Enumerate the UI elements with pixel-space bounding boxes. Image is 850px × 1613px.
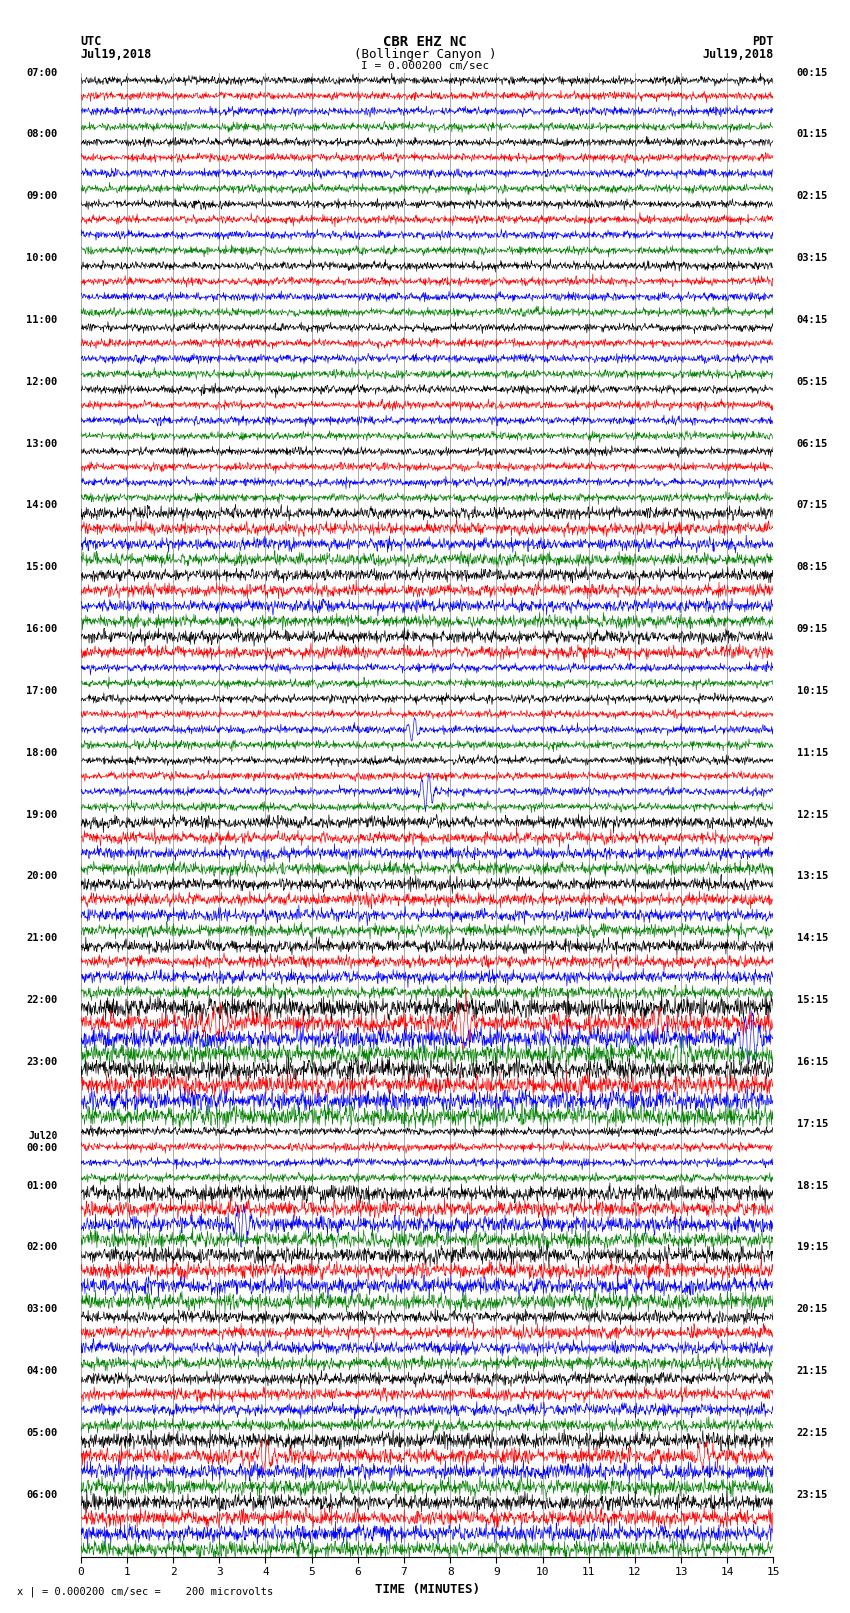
Text: x | = 0.000200 cm/sec =    200 microvolts: x | = 0.000200 cm/sec = 200 microvolts bbox=[17, 1586, 273, 1597]
Text: 07:00: 07:00 bbox=[26, 68, 58, 77]
Text: 14:00: 14:00 bbox=[26, 500, 58, 510]
Text: 05:00: 05:00 bbox=[26, 1428, 58, 1437]
Text: 22:00: 22:00 bbox=[26, 995, 58, 1005]
Text: 12:00: 12:00 bbox=[26, 377, 58, 387]
Text: Jul19,2018: Jul19,2018 bbox=[702, 48, 774, 61]
Text: 20:15: 20:15 bbox=[796, 1305, 828, 1315]
Text: CBR EHZ NC: CBR EHZ NC bbox=[383, 35, 467, 50]
Text: 05:15: 05:15 bbox=[796, 377, 828, 387]
Text: 16:15: 16:15 bbox=[796, 1057, 828, 1066]
Text: 03:00: 03:00 bbox=[26, 1305, 58, 1315]
Text: 12:15: 12:15 bbox=[796, 810, 828, 819]
Text: 19:00: 19:00 bbox=[26, 810, 58, 819]
Text: 22:15: 22:15 bbox=[796, 1428, 828, 1437]
Text: UTC: UTC bbox=[81, 35, 102, 48]
Text: 10:00: 10:00 bbox=[26, 253, 58, 263]
Text: 04:00: 04:00 bbox=[26, 1366, 58, 1376]
Text: 13:00: 13:00 bbox=[26, 439, 58, 448]
Text: 13:15: 13:15 bbox=[796, 871, 828, 881]
Text: 17:00: 17:00 bbox=[26, 686, 58, 695]
Text: 11:00: 11:00 bbox=[26, 315, 58, 324]
Text: 11:15: 11:15 bbox=[796, 748, 828, 758]
Text: 15:00: 15:00 bbox=[26, 563, 58, 573]
Text: 06:15: 06:15 bbox=[796, 439, 828, 448]
Text: 23:00: 23:00 bbox=[26, 1057, 58, 1066]
Text: 00:15: 00:15 bbox=[796, 68, 828, 77]
Text: PDT: PDT bbox=[752, 35, 774, 48]
Text: 21:15: 21:15 bbox=[796, 1366, 828, 1376]
Text: 18:15: 18:15 bbox=[796, 1181, 828, 1190]
Text: 01:15: 01:15 bbox=[796, 129, 828, 139]
Text: 07:15: 07:15 bbox=[796, 500, 828, 510]
Text: Jul19,2018: Jul19,2018 bbox=[81, 48, 152, 61]
Text: 18:00: 18:00 bbox=[26, 748, 58, 758]
Text: 04:15: 04:15 bbox=[796, 315, 828, 324]
Text: 14:15: 14:15 bbox=[796, 934, 828, 944]
Text: 23:15: 23:15 bbox=[796, 1490, 828, 1500]
Text: I = 0.000200 cm/sec: I = 0.000200 cm/sec bbox=[361, 61, 489, 71]
Text: 08:15: 08:15 bbox=[796, 563, 828, 573]
Text: 00:00: 00:00 bbox=[26, 1131, 58, 1153]
Text: 02:15: 02:15 bbox=[796, 192, 828, 202]
Text: (Bollinger Canyon ): (Bollinger Canyon ) bbox=[354, 48, 496, 61]
Text: 08:00: 08:00 bbox=[26, 129, 58, 139]
Text: 15:15: 15:15 bbox=[796, 995, 828, 1005]
Text: 10:15: 10:15 bbox=[796, 686, 828, 695]
Text: 06:00: 06:00 bbox=[26, 1490, 58, 1500]
Text: 01:00: 01:00 bbox=[26, 1181, 58, 1190]
Text: 16:00: 16:00 bbox=[26, 624, 58, 634]
Text: Jul20: Jul20 bbox=[28, 1131, 58, 1142]
Text: 09:15: 09:15 bbox=[796, 624, 828, 634]
Text: 09:00: 09:00 bbox=[26, 192, 58, 202]
Text: 20:00: 20:00 bbox=[26, 871, 58, 881]
X-axis label: TIME (MINUTES): TIME (MINUTES) bbox=[375, 1582, 479, 1595]
Text: 03:15: 03:15 bbox=[796, 253, 828, 263]
Text: 19:15: 19:15 bbox=[796, 1242, 828, 1252]
Text: 17:15: 17:15 bbox=[796, 1119, 828, 1129]
Text: 02:00: 02:00 bbox=[26, 1242, 58, 1252]
Text: 21:00: 21:00 bbox=[26, 934, 58, 944]
